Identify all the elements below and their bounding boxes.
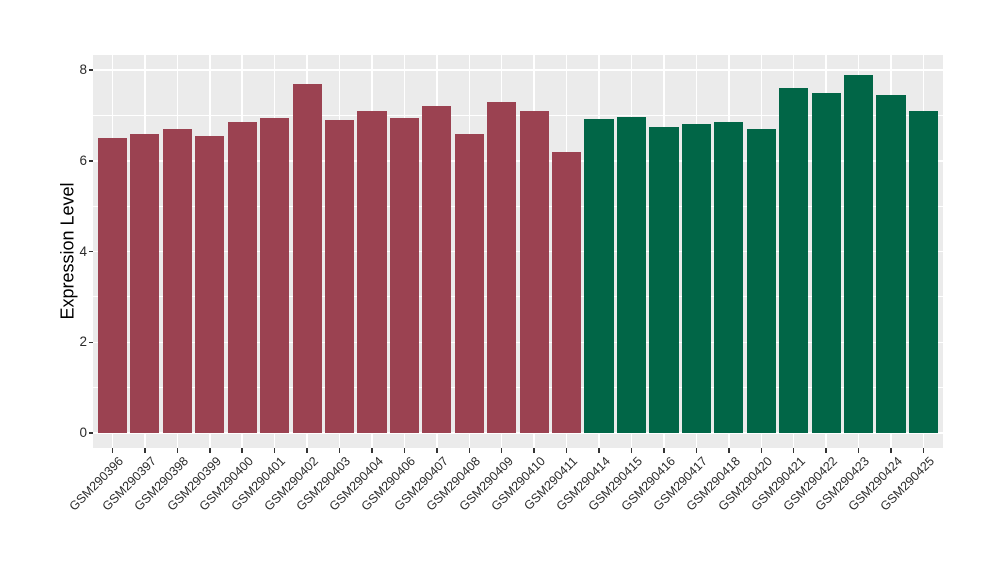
x-tick — [371, 448, 373, 453]
y-tick-label: 0 — [79, 425, 87, 440]
x-tick — [176, 448, 179, 453]
y-tick — [88, 69, 93, 71]
bar-GSM290398 — [162, 128, 192, 433]
bar-GSM290396 — [97, 138, 128, 433]
x-tick — [338, 448, 341, 453]
x-tick — [273, 448, 276, 453]
bar-GSM290399 — [195, 135, 225, 433]
x-tick — [695, 448, 698, 453]
x-tick — [857, 448, 860, 453]
bar-GSM290423 — [843, 74, 874, 433]
gridline-minor-y — [93, 387, 943, 389]
bar-GSM290397 — [130, 133, 160, 433]
gridline-minor-y — [93, 296, 943, 298]
bar-GSM290400 — [227, 122, 257, 433]
y-tick-label: 4 — [79, 243, 87, 259]
bar-GSM290406 — [389, 117, 419, 433]
bar-GSM290410 — [519, 110, 549, 433]
y-tick — [88, 250, 93, 253]
y-tick-label: 6 — [79, 152, 87, 168]
bar-GSM290402 — [292, 83, 322, 433]
x-tick — [533, 448, 535, 453]
bar-GSM290414 — [584, 118, 614, 433]
bar-GSM290409 — [487, 101, 517, 433]
bar-GSM290416 — [649, 126, 679, 433]
x-tick — [144, 448, 146, 453]
gridline-major-y — [93, 69, 943, 71]
gridline-major-y — [93, 250, 943, 253]
bar-GSM290422 — [811, 92, 841, 433]
bar-GSM290424 — [876, 94, 906, 433]
x-tick — [922, 448, 925, 453]
bar-GSM290404 — [357, 110, 387, 433]
x-tick — [630, 448, 633, 453]
bar-GSM290415 — [616, 116, 647, 433]
bar-GSM290421 — [779, 88, 809, 433]
x-tick — [760, 448, 762, 453]
gridline-minor-y — [93, 205, 943, 207]
y-tick-label: 8 — [79, 62, 87, 77]
gridline-minor-y — [93, 114, 943, 116]
x-tick — [663, 448, 665, 453]
bar-GSM290408 — [454, 133, 484, 433]
x-tick — [468, 448, 471, 453]
bar-GSM290417 — [681, 124, 711, 433]
x-tick — [111, 448, 114, 453]
y-tick — [88, 432, 93, 434]
bar-GSM290411 — [552, 151, 582, 433]
x-tick — [403, 448, 406, 453]
gridline-major-y — [93, 341, 943, 343]
x-tick — [565, 448, 568, 453]
x-tick — [792, 448, 795, 453]
x-tick — [306, 448, 308, 453]
x-tick — [436, 448, 438, 453]
x-tick — [209, 448, 211, 453]
gridline-major-y — [93, 160, 943, 162]
x-tick — [500, 448, 503, 453]
x-tick — [825, 448, 827, 453]
x-tick — [241, 448, 243, 453]
bar-GSM290425 — [908, 110, 939, 433]
y-tick — [88, 160, 93, 162]
y-tick-label: 2 — [79, 334, 87, 350]
bar-GSM290420 — [746, 128, 776, 433]
x-tick — [728, 448, 730, 453]
plot-panel — [93, 55, 943, 448]
y-tick — [88, 341, 93, 343]
x-tick — [598, 448, 600, 453]
bar-GSM290403 — [324, 119, 355, 433]
bar-GSM290401 — [260, 117, 290, 433]
bar-GSM290407 — [422, 106, 452, 433]
x-tick — [890, 448, 892, 453]
gridline-major-y — [93, 432, 943, 434]
bar-GSM290418 — [714, 122, 744, 433]
